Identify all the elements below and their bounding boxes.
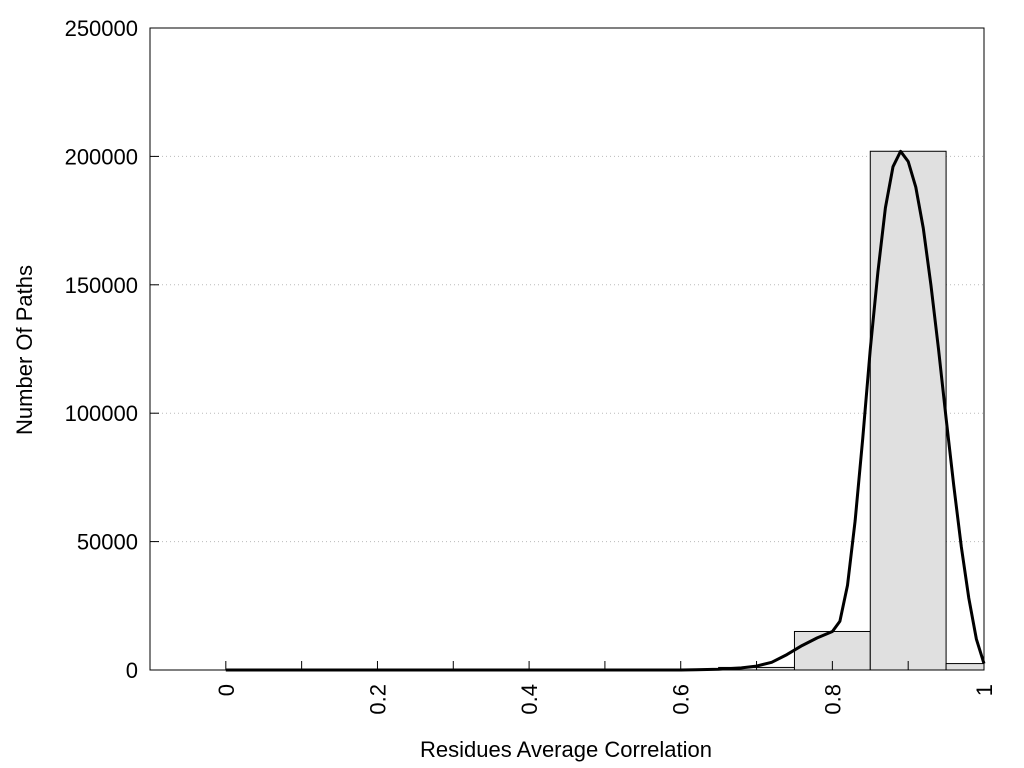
x-tick-label: 0.2	[365, 684, 390, 715]
histogram-bars	[642, 150, 985, 671]
tick-labels: 0 50000 100000 150000 200000 250000 0 0.2 0.4 0.6…	[65, 16, 997, 715]
y-tick-label: 100000	[65, 401, 138, 426]
y-tick-label: 50000	[77, 530, 138, 555]
y-tick-label: 150000	[65, 273, 138, 298]
x-tick-label: 1	[972, 684, 997, 696]
x-axis-title: Residues Average Correlation	[420, 737, 712, 762]
y-tick-label: 0	[126, 658, 138, 683]
y-axis-title: Number Of Paths	[12, 265, 37, 435]
grid-lines	[150, 155, 984, 543]
histogram-bar	[945, 663, 985, 671]
axis-ticks	[150, 27, 985, 671]
plot-frame	[149, 27, 985, 671]
y-tick-label: 250000	[65, 16, 138, 41]
x-tick-label: 0.4	[517, 684, 542, 715]
x-tick-label: 0	[214, 684, 239, 696]
y-tick-label: 200000	[65, 144, 138, 169]
x-tick-label: 0.8	[820, 684, 845, 715]
x-tick-label: 0.6	[669, 684, 694, 715]
